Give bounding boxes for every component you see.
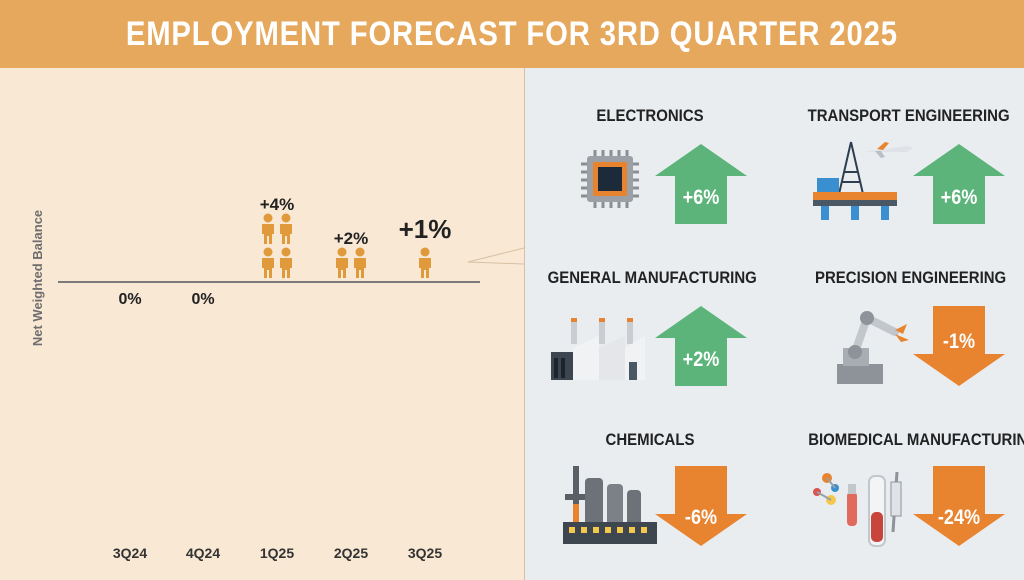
person-icon-head bbox=[355, 247, 365, 257]
person-icon bbox=[280, 247, 292, 278]
factory-icon bbox=[551, 318, 645, 380]
chemical-plant-icon bbox=[563, 466, 657, 544]
person-icon-body bbox=[262, 224, 274, 244]
sector-value-biomedical-manufacturing: -24% bbox=[937, 506, 981, 529]
sector-value-transport-engineering: +6% bbox=[940, 186, 978, 209]
sector-value-chemicals: -6% bbox=[684, 506, 718, 529]
chart-panel: Net Weighted Balance 3Q24 0% 4Q24 0% 1Q25 +4% 2… bbox=[0, 68, 524, 580]
person-icon-head bbox=[420, 247, 430, 257]
header-bar: EMPLOYMENT FORECAST FOR 3RD QUARTER 2025 bbox=[0, 0, 1024, 68]
person-icon-body bbox=[419, 258, 431, 278]
person-icon bbox=[262, 213, 274, 244]
person-icon-head bbox=[263, 213, 273, 223]
person-icon-head bbox=[281, 213, 291, 223]
value-label-3Q25: +1% bbox=[399, 214, 452, 244]
person-icon-head bbox=[281, 247, 291, 257]
arrow-up-icon-electronics: +6% bbox=[655, 144, 747, 224]
category-label-1Q25: 1Q25 bbox=[260, 545, 294, 561]
category-label-3Q25: 3Q25 bbox=[408, 545, 442, 561]
sector-value-general-manufacturing: +2% bbox=[682, 348, 720, 371]
person-icon-body bbox=[354, 258, 366, 278]
category-label-2Q25: 2Q25 bbox=[334, 545, 368, 561]
robot-arm-icon bbox=[837, 311, 909, 384]
person-icon-head bbox=[337, 247, 347, 257]
sector-panel: ELECTRONICS +6% TRANSPORT ENGINEERING +6… bbox=[524, 68, 1024, 580]
y-axis-label: Net Weighted Balance bbox=[30, 210, 45, 346]
category-label-4Q24: 4Q24 bbox=[186, 545, 220, 561]
person-icon-body bbox=[336, 258, 348, 278]
arrow-down-icon-precision-engineering: -1% bbox=[913, 306, 1005, 386]
sector-title-electronics: ELECTRONICS bbox=[596, 106, 704, 125]
microchip-icon bbox=[581, 150, 639, 208]
person-icon bbox=[419, 247, 431, 278]
person-icon bbox=[280, 213, 292, 244]
sector-value-electronics: +6% bbox=[682, 186, 720, 209]
value-label-3Q24: 0% bbox=[118, 291, 141, 308]
sector-title-precision-engineering: PRECISION ENGINEERING bbox=[815, 268, 1007, 287]
arrow-up-icon-general-manufacturing: +2% bbox=[655, 306, 747, 386]
lab-equipment-icon bbox=[813, 471, 902, 547]
sector-title-transport-engineering: TRANSPORT ENGINEERING bbox=[807, 106, 1010, 125]
arrow-up-icon-transport-engineering: +6% bbox=[913, 144, 1005, 224]
person-icon-body bbox=[280, 258, 292, 278]
person-icon bbox=[262, 247, 274, 278]
person-icon bbox=[336, 247, 348, 278]
value-label-1Q25: +4% bbox=[260, 195, 295, 214]
person-icon bbox=[354, 247, 366, 278]
sector-value-precision-engineering: -1% bbox=[942, 330, 976, 353]
person-icon-body bbox=[262, 258, 274, 278]
arrow-down-icon-chemicals: -6% bbox=[655, 466, 747, 546]
sector-title-general-manufacturing: GENERAL MANUFACTURING bbox=[547, 268, 757, 287]
person-icon-body bbox=[280, 224, 292, 244]
employment-chart: Net Weighted Balance 3Q24 0% 4Q24 0% 1Q25 +4% 2… bbox=[30, 195, 524, 561]
sector-title-biomedical-manufacturing: BIOMEDICAL MANUFACTURING bbox=[808, 430, 1024, 449]
value-label-4Q24: 0% bbox=[191, 291, 214, 308]
arrow-down-icon-biomedical-manufacturing: -24% bbox=[913, 466, 1005, 546]
category-label-3Q24: 3Q24 bbox=[113, 545, 147, 561]
callout-pointer bbox=[467, 247, 524, 265]
oil-rig-airplane-icon bbox=[813, 141, 913, 220]
sector-title-chemicals: CHEMICALS bbox=[605, 430, 695, 449]
page-title: EMPLOYMENT FORECAST FOR 3RD QUARTER 2025 bbox=[126, 14, 898, 53]
person-icon-head bbox=[263, 247, 273, 257]
value-label-2Q25: +2% bbox=[334, 229, 369, 248]
